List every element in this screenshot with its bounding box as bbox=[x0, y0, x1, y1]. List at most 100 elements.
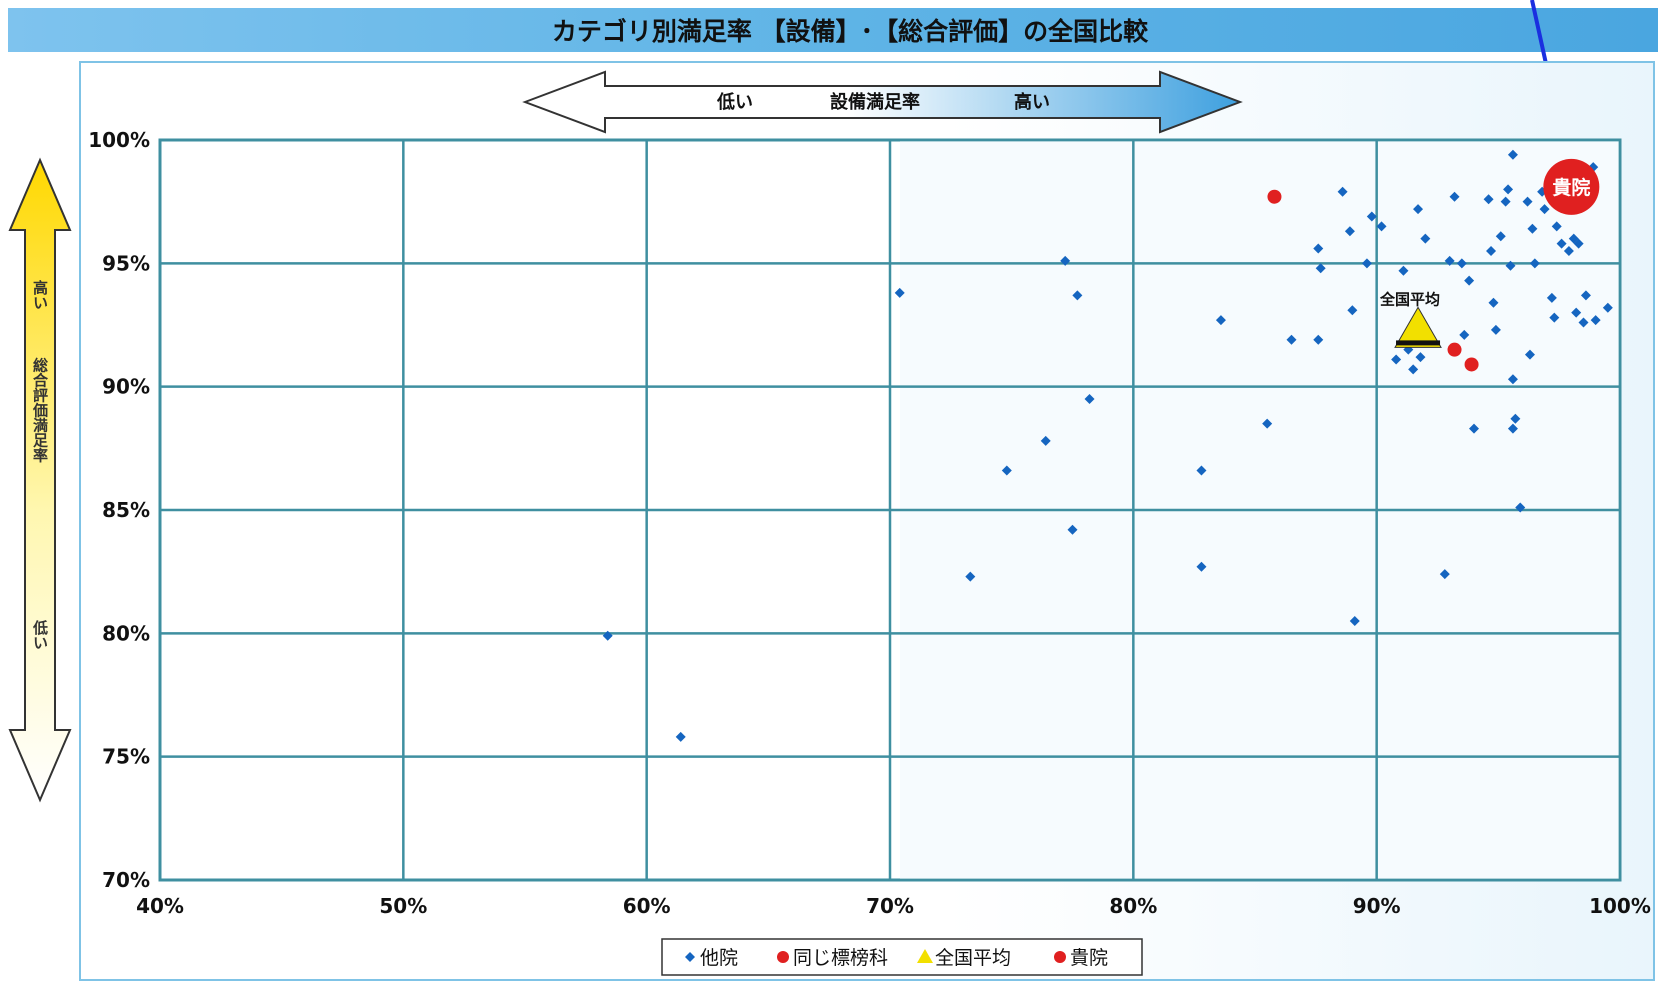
point-other-hospital bbox=[1580, 290, 1591, 301]
x-tick-label: 80% bbox=[1109, 894, 1157, 918]
title-band bbox=[8, 8, 1658, 52]
point-other-hospital bbox=[1602, 302, 1613, 313]
grid-lines bbox=[158, 138, 1622, 882]
point-other-hospital bbox=[1040, 435, 1051, 446]
x-arrow-high-label: 高い bbox=[1014, 91, 1050, 113]
point-other-hospital bbox=[1503, 184, 1514, 195]
point-other-hospital bbox=[1313, 243, 1324, 254]
legend: 他院 同じ標榜科 全国平均 貴院 bbox=[685, 947, 1108, 969]
point-other-hospital bbox=[1510, 413, 1521, 424]
y-tick-label: 80% bbox=[102, 621, 150, 645]
point-other-hospital bbox=[1522, 196, 1533, 207]
y-tick-label: 75% bbox=[102, 745, 150, 769]
point-other-hospital bbox=[1556, 238, 1567, 249]
point-other-hospital bbox=[1001, 465, 1012, 476]
point-other-hospital bbox=[1464, 275, 1475, 286]
point-same-department bbox=[1447, 342, 1462, 357]
chart-title: カテゴリ別満足率 【設備】･【総合評価】の全国比較 bbox=[552, 17, 1149, 46]
y-arrow-mid-label: 総合評価満足率 bbox=[31, 357, 49, 464]
point-other-hospital bbox=[1527, 223, 1538, 234]
point-other-hospital bbox=[1483, 194, 1494, 205]
point-national-average bbox=[1394, 306, 1442, 348]
point-other-hospital bbox=[1420, 233, 1431, 244]
y-tick-label: 95% bbox=[102, 251, 150, 275]
legend-label-self: 貴院 bbox=[1070, 947, 1108, 969]
point-other-hospital bbox=[1539, 204, 1550, 215]
point-other-hospital bbox=[965, 571, 976, 582]
point-other-hospital bbox=[894, 287, 905, 298]
x-tick-label: 40% bbox=[136, 894, 184, 918]
legend-marker-avg bbox=[917, 949, 933, 963]
point-other-hospital bbox=[1215, 315, 1226, 326]
y-direction-arrow bbox=[8, 157, 72, 803]
point-other-hospital bbox=[1486, 246, 1497, 256]
point-other-hospital bbox=[1313, 334, 1324, 345]
point-other-hospital bbox=[1551, 221, 1562, 232]
point-other-hospital bbox=[1563, 246, 1574, 256]
y-tick-label: 70% bbox=[102, 868, 150, 892]
point-other-hospital bbox=[1376, 221, 1387, 232]
point-other-hospital bbox=[1349, 616, 1360, 626]
point-other-hospital bbox=[1590, 315, 1601, 326]
legend-label-other: 他院 bbox=[700, 947, 738, 969]
point-other-hospital bbox=[1060, 255, 1071, 266]
point-other-hospital bbox=[1196, 561, 1207, 572]
point-other-hospital bbox=[1529, 258, 1540, 269]
y-tick-label: 85% bbox=[102, 498, 150, 522]
x-tick-label: 60% bbox=[623, 894, 671, 918]
point-other-hospital bbox=[1495, 231, 1506, 242]
point-other-hospital bbox=[1444, 255, 1455, 266]
y-arrow-low-label: 低い bbox=[31, 619, 49, 650]
point-other-hospital bbox=[1469, 423, 1479, 434]
point-other-hospital bbox=[1262, 418, 1273, 429]
x-tick-label: 100% bbox=[1589, 894, 1651, 918]
point-other-hospital bbox=[1507, 374, 1518, 385]
point-other-hospital bbox=[1415, 352, 1426, 363]
x-arrow-mid-label: 設備満足率 bbox=[830, 91, 920, 113]
point-other-hospital bbox=[1084, 394, 1095, 404]
point-other-hospital bbox=[1449, 191, 1460, 202]
point-other-hospital bbox=[1347, 305, 1358, 316]
axis-ticks: 40% 50% 60% 70% 80% 90% 100% 70% 75% 80% 85% 90% 95%… bbox=[88, 128, 1651, 918]
national-average-label: 全国平均 bbox=[1379, 290, 1440, 308]
legend-label-avg: 全国平均 bbox=[935, 947, 1011, 969]
x-tick-label: 90% bbox=[1353, 894, 1401, 918]
y-tick-label: 100% bbox=[88, 128, 150, 152]
point-other-hospital bbox=[602, 630, 613, 641]
self-hospital-label: 貴院 bbox=[1552, 176, 1590, 199]
legend-marker-same bbox=[777, 951, 789, 963]
point-other-hospital bbox=[1507, 423, 1518, 434]
national-average-underline bbox=[1396, 340, 1441, 346]
point-other-hospital bbox=[1196, 465, 1207, 476]
point-other-hospital bbox=[1507, 149, 1518, 160]
y-arrow-high-label: 高い bbox=[31, 279, 49, 310]
point-other-hospital bbox=[1456, 258, 1467, 269]
point-other-hospital bbox=[1067, 524, 1078, 535]
legend-label-same: 同じ標榜科 bbox=[793, 947, 888, 969]
point-other-hospital bbox=[1439, 569, 1450, 580]
y-tick-label: 90% bbox=[102, 375, 150, 399]
point-other-hospital bbox=[1571, 307, 1582, 318]
point-other-hospital bbox=[1524, 349, 1535, 360]
point-other-hospital bbox=[675, 731, 686, 742]
point-other-hospital bbox=[1361, 258, 1372, 269]
point-other-hospital bbox=[1490, 324, 1501, 335]
point-other-hospital bbox=[1344, 226, 1355, 237]
data-marks: 全国平均 貴院 bbox=[602, 149, 1613, 742]
point-other-hospital bbox=[1072, 290, 1083, 301]
point-other-hospital bbox=[1549, 312, 1560, 323]
point-other-hospital bbox=[1408, 364, 1419, 375]
point-other-hospital bbox=[1337, 186, 1348, 197]
point-other-hospital bbox=[1505, 260, 1516, 271]
point-other-hospital bbox=[1413, 204, 1424, 215]
point-other-hospital bbox=[1515, 502, 1526, 513]
point-same-department bbox=[1464, 357, 1479, 372]
legend-marker-self bbox=[1054, 951, 1066, 963]
point-other-hospital bbox=[1546, 292, 1557, 303]
point-other-hospital bbox=[1578, 317, 1589, 328]
point-other-hospital bbox=[1315, 263, 1326, 274]
point-other-hospital bbox=[1286, 334, 1297, 345]
point-other-hospital bbox=[1391, 354, 1402, 365]
point-other-hospital bbox=[1500, 196, 1511, 207]
